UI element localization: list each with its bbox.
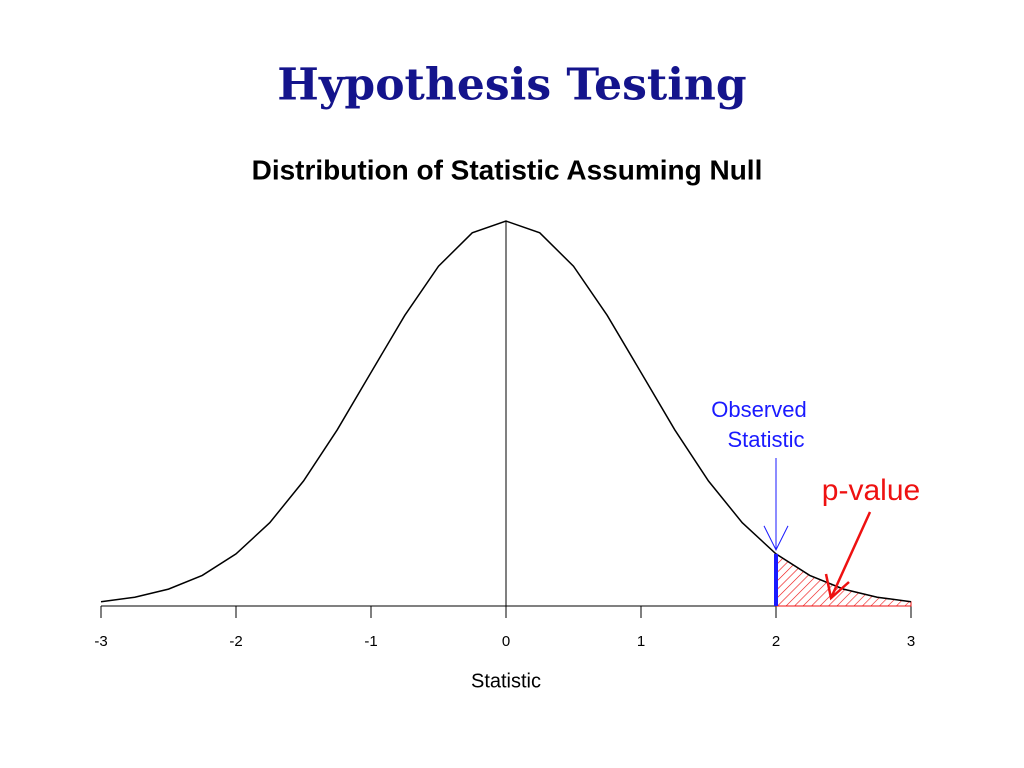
x-axis-label: Statistic [471, 670, 541, 692]
p-value-label: p-value [822, 474, 920, 507]
slide-title: Hypothesis Testing [277, 60, 746, 111]
x-tick-label: 0 [502, 633, 510, 650]
x-tick-label: -1 [364, 633, 377, 650]
p-value-area [775, 552, 912, 607]
chart-title: Distribution of Statistic Assuming Null [252, 154, 763, 185]
x-tick-label: 2 [772, 633, 780, 650]
x-tick-label: -2 [229, 633, 242, 650]
x-tick-label: 1 [637, 633, 645, 650]
x-tick-label: -3 [94, 633, 107, 650]
p-value-arrow [829, 511, 872, 599]
observed-label: Statistic [727, 427, 804, 452]
observed-label: Observed [711, 397, 806, 422]
x-tick-label: 3 [907, 633, 915, 650]
observed-arrowhead [763, 525, 789, 552]
p-value-arrowhead [824, 573, 850, 601]
